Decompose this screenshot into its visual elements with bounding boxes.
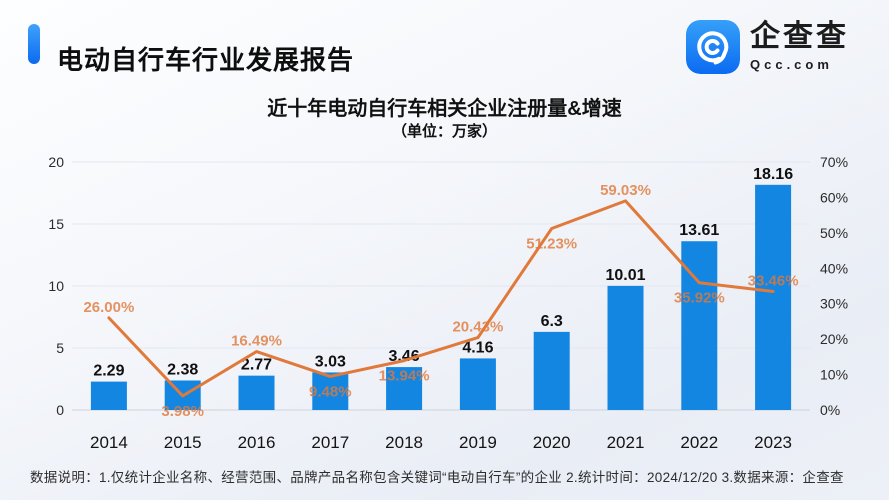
bar-value-label: 13.61 — [679, 222, 719, 239]
bar-2014 — [90, 381, 127, 410]
bar-2018 — [386, 367, 423, 410]
title-accent-bar — [28, 24, 40, 64]
growth-line — [107, 199, 775, 398]
right-axis-tick: 70% — [820, 154, 848, 170]
growth-value-label: 35.92% — [674, 290, 725, 307]
growth-value-label: 33.46% — [748, 272, 799, 289]
right-axis-tick: 0% — [820, 402, 840, 418]
qcc-logo-icon — [686, 20, 740, 74]
left-axis-tick: 0 — [56, 402, 64, 418]
growth-value-label: 13.94% — [379, 368, 430, 385]
growth-value-label: 9.48% — [309, 383, 352, 400]
bar-value-label: 3.03 — [315, 353, 346, 370]
x-axis-label-2021: 2021 — [607, 433, 645, 452]
bar-2016 — [238, 375, 275, 410]
registration-growth-chart: 0 5 10 15 20 0% 10% 20% 30% 40% 50% 60% 70% 2.29 2.38 2… — [48, 154, 848, 452]
right-axis-tick: 30% — [820, 296, 848, 312]
bar-value-label: 18.16 — [753, 166, 793, 183]
growth-value-label: 59.03% — [600, 182, 651, 199]
bar-value-label: 2.77 — [241, 357, 272, 374]
x-axis-label-2023: 2023 — [754, 433, 792, 452]
growth-value-label: 51.23% — [526, 235, 577, 252]
chart-title: 近十年电动自行车相关企业注册量&增速 — [267, 98, 622, 120]
data-notes: 数据说明：1.仅统计企业名称、经营范围、品牌产品名称包含关键词“电动自行车”的企… — [30, 470, 844, 485]
page-title: 电动自行车行业发展报告 — [57, 45, 355, 76]
x-axis-label-2020: 2020 — [533, 433, 571, 452]
bar-2021 — [607, 285, 644, 410]
bar-value-label: 2.38 — [167, 361, 198, 378]
right-axis-tick: 50% — [820, 225, 848, 241]
x-axis-label-2015: 2015 — [164, 433, 202, 452]
bar-value-label: 6.3 — [541, 313, 563, 330]
right-axis-tick: 10% — [820, 367, 848, 383]
chart-subtitle: （单位：万家） — [391, 123, 497, 140]
x-axis-label-2014: 2014 — [90, 433, 128, 452]
bar-2017 — [312, 372, 349, 410]
bar-value-label: 2.29 — [93, 363, 124, 380]
x-axis-label-2019: 2019 — [459, 433, 497, 452]
growth-value-label: 26.00% — [83, 299, 134, 316]
qcc-logo: 企查查 Qcc.com — [686, 20, 849, 74]
qcc-logo-text: 企查查 Qcc.com — [750, 20, 849, 72]
x-axis-label-2022: 2022 — [680, 433, 718, 452]
x-axis-label-2017: 2017 — [311, 433, 349, 452]
bar-2020 — [533, 331, 570, 410]
right-axis-tick: 20% — [820, 331, 848, 347]
growth-value-label: 16.49% — [231, 333, 282, 350]
qcc-logo-domain: Qcc.com — [750, 57, 833, 72]
growth-value-label: 3.98% — [161, 403, 204, 420]
bar-value-label: 10.01 — [605, 267, 645, 284]
bar-2019 — [459, 358, 496, 410]
right-axis-tick: 60% — [820, 189, 848, 205]
right-axis-tick: 40% — [820, 260, 848, 276]
bar-value-label: 4.16 — [462, 339, 493, 356]
left-axis-tick: 20 — [48, 154, 64, 170]
left-axis-tick: 10 — [48, 278, 64, 294]
qcc-logo-name: 企查查 — [750, 20, 849, 53]
x-axis-label-2018: 2018 — [385, 433, 423, 452]
x-axis-label-2016: 2016 — [238, 433, 276, 452]
bar-2023 — [755, 184, 792, 410]
left-axis-tick: 5 — [56, 340, 64, 356]
growth-value-label: 20.43% — [452, 319, 503, 336]
left-axis-tick: 15 — [48, 216, 64, 232]
